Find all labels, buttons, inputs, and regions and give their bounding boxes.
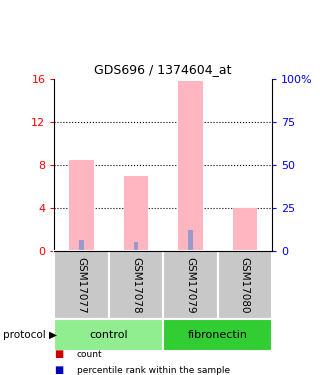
Text: GSM17078: GSM17078 xyxy=(131,256,141,313)
Text: ■: ■ xyxy=(54,365,64,375)
Text: fibronectin: fibronectin xyxy=(188,330,248,340)
Text: percentile rank within the sample: percentile rank within the sample xyxy=(77,366,230,375)
Text: ■: ■ xyxy=(54,350,64,359)
Bar xyxy=(134,242,138,251)
Text: GSM17079: GSM17079 xyxy=(185,256,196,313)
Bar xyxy=(54,319,163,351)
Bar xyxy=(163,251,218,319)
Bar xyxy=(124,176,148,251)
Bar xyxy=(178,81,203,251)
Text: protocol ▶: protocol ▶ xyxy=(3,330,57,340)
Title: GDS696 / 1374604_at: GDS696 / 1374604_at xyxy=(94,63,232,76)
Bar xyxy=(79,240,84,251)
Bar xyxy=(109,251,163,319)
Bar xyxy=(233,208,257,251)
Bar xyxy=(163,319,272,351)
Text: GSM17077: GSM17077 xyxy=(76,256,87,313)
Bar xyxy=(69,160,94,251)
Bar xyxy=(243,250,247,251)
Text: control: control xyxy=(90,330,128,340)
Text: GSM17080: GSM17080 xyxy=(240,257,250,313)
Bar xyxy=(188,230,193,251)
Text: count: count xyxy=(77,350,102,359)
Bar xyxy=(218,251,272,319)
Bar xyxy=(54,251,109,319)
